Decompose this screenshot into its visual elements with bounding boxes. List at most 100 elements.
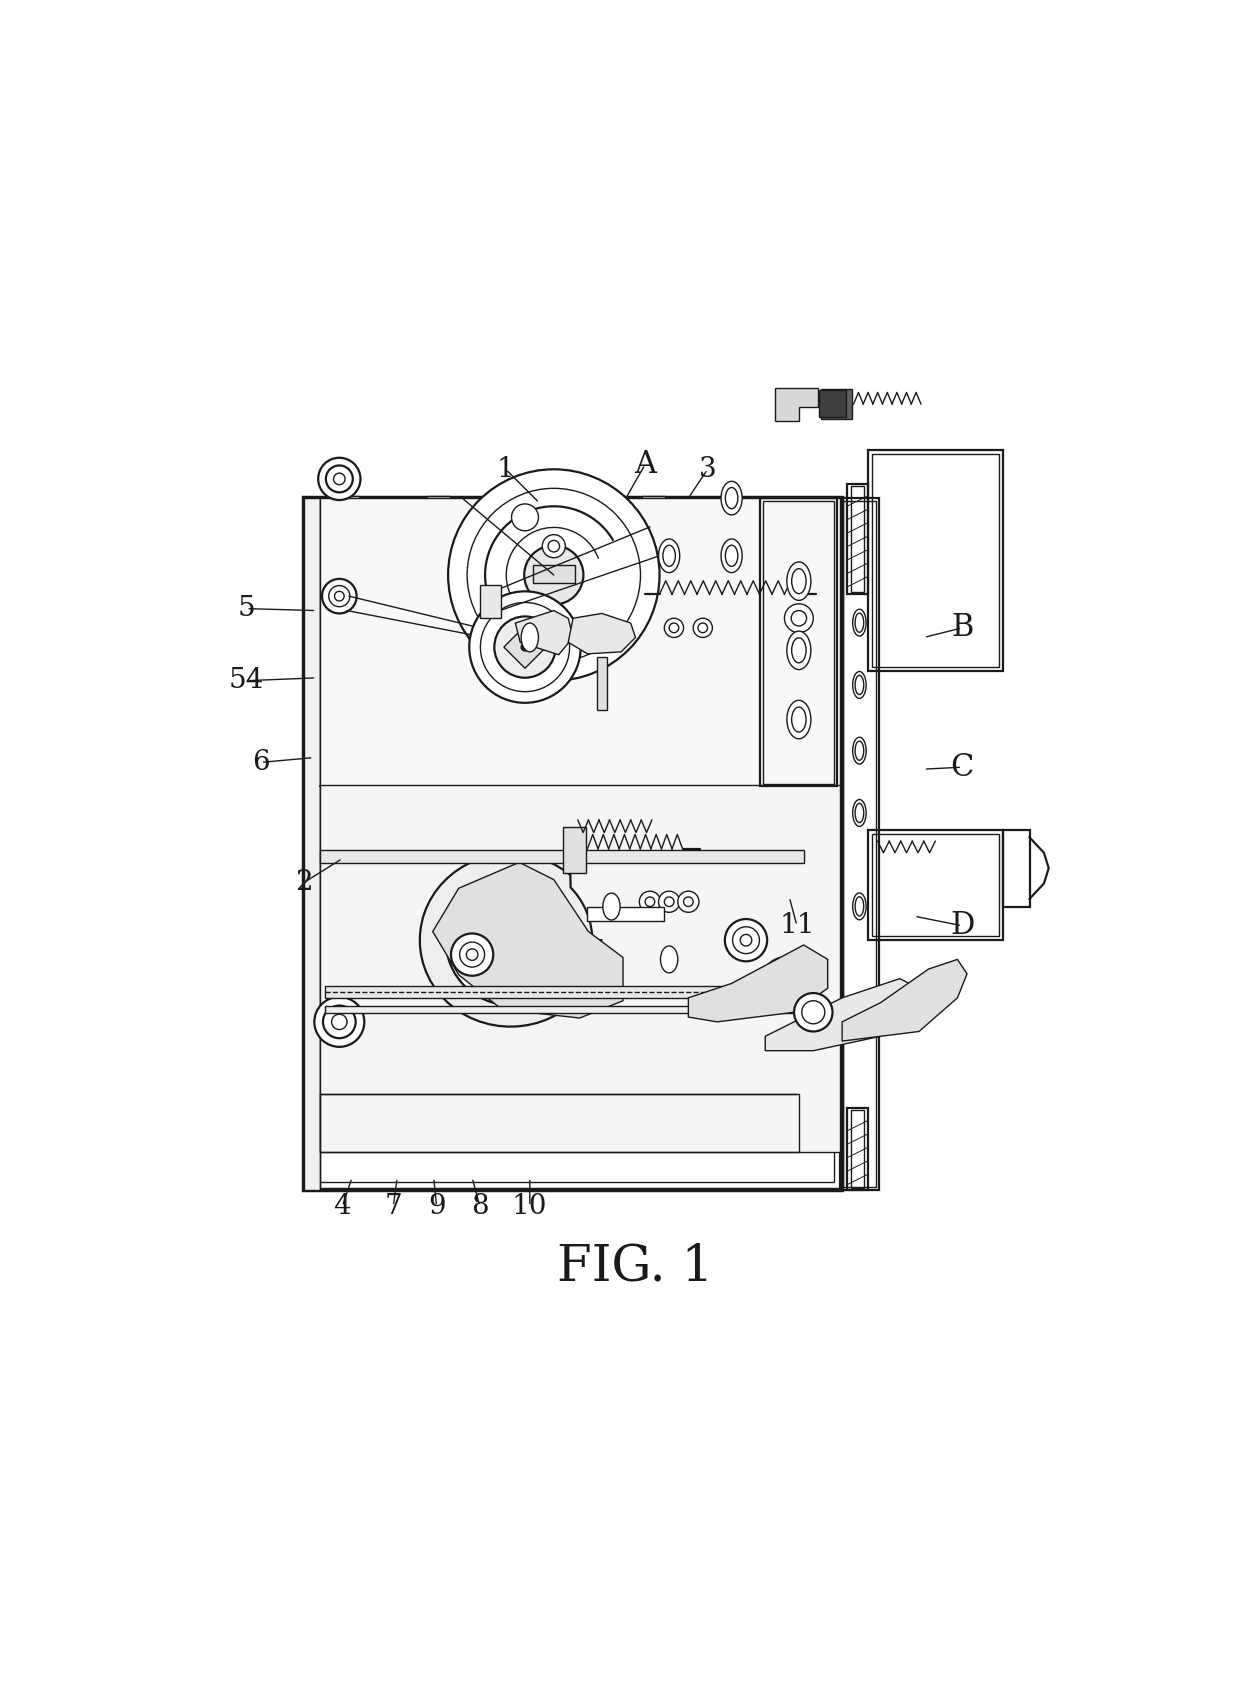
Bar bbox=[427, 496, 450, 507]
Circle shape bbox=[495, 617, 556, 678]
Bar bbox=[872, 454, 998, 668]
Circle shape bbox=[460, 942, 485, 967]
Ellipse shape bbox=[853, 609, 867, 636]
Text: 1: 1 bbox=[497, 456, 515, 483]
Circle shape bbox=[331, 1015, 347, 1030]
Circle shape bbox=[771, 966, 797, 993]
Ellipse shape bbox=[720, 481, 743, 515]
Circle shape bbox=[334, 473, 345, 484]
Circle shape bbox=[740, 935, 751, 945]
Circle shape bbox=[779, 972, 790, 984]
Bar bbox=[320, 850, 804, 864]
Bar bbox=[320, 1093, 799, 1151]
Circle shape bbox=[683, 898, 693, 906]
Bar bbox=[851, 486, 864, 592]
Circle shape bbox=[640, 891, 661, 913]
Bar bbox=[480, 585, 501, 619]
Ellipse shape bbox=[856, 675, 864, 695]
Bar bbox=[847, 1108, 868, 1190]
Bar bbox=[304, 498, 320, 1190]
Circle shape bbox=[480, 602, 569, 692]
Ellipse shape bbox=[791, 638, 806, 663]
Bar bbox=[588, 906, 665, 921]
Ellipse shape bbox=[661, 945, 678, 972]
Circle shape bbox=[645, 898, 655, 906]
Circle shape bbox=[678, 891, 699, 913]
Bar bbox=[764, 502, 835, 784]
Circle shape bbox=[521, 643, 528, 651]
Circle shape bbox=[448, 469, 660, 680]
Circle shape bbox=[512, 503, 538, 530]
Text: 8: 8 bbox=[471, 1193, 489, 1221]
Bar bbox=[872, 833, 998, 937]
Circle shape bbox=[467, 488, 641, 661]
Bar bbox=[868, 450, 1003, 672]
Text: 6: 6 bbox=[252, 750, 269, 775]
Ellipse shape bbox=[856, 614, 864, 632]
Circle shape bbox=[665, 898, 675, 906]
Circle shape bbox=[445, 876, 575, 1005]
Circle shape bbox=[466, 949, 477, 960]
Circle shape bbox=[469, 592, 580, 702]
Circle shape bbox=[481, 911, 501, 930]
Ellipse shape bbox=[725, 488, 738, 508]
Bar bbox=[642, 496, 666, 507]
Ellipse shape bbox=[663, 546, 676, 566]
Text: C: C bbox=[951, 751, 973, 782]
Bar bbox=[868, 830, 1003, 940]
Bar bbox=[325, 1005, 804, 1013]
Bar bbox=[336, 496, 358, 507]
Circle shape bbox=[794, 993, 832, 1032]
Bar bbox=[1003, 830, 1029, 906]
Text: 4: 4 bbox=[334, 1193, 351, 1221]
Ellipse shape bbox=[787, 631, 811, 670]
Bar bbox=[320, 498, 841, 787]
Ellipse shape bbox=[791, 570, 806, 593]
Circle shape bbox=[764, 957, 806, 1000]
Circle shape bbox=[319, 457, 361, 500]
Bar bbox=[320, 784, 841, 1151]
Ellipse shape bbox=[853, 799, 867, 826]
Ellipse shape bbox=[603, 892, 620, 920]
Circle shape bbox=[314, 996, 365, 1047]
Ellipse shape bbox=[856, 896, 864, 916]
Text: 3: 3 bbox=[699, 456, 717, 483]
Circle shape bbox=[322, 578, 357, 614]
Circle shape bbox=[791, 610, 806, 626]
Ellipse shape bbox=[787, 563, 811, 600]
Bar bbox=[760, 498, 837, 787]
Polygon shape bbox=[842, 959, 967, 1040]
Bar bbox=[843, 502, 875, 1187]
Bar bbox=[821, 389, 852, 420]
Bar bbox=[841, 498, 879, 1190]
Ellipse shape bbox=[856, 741, 864, 760]
Bar bbox=[311, 507, 835, 1183]
Circle shape bbox=[670, 624, 678, 632]
Polygon shape bbox=[596, 656, 606, 709]
Bar bbox=[533, 566, 575, 583]
Circle shape bbox=[658, 891, 680, 913]
Circle shape bbox=[693, 619, 712, 638]
Ellipse shape bbox=[720, 539, 743, 573]
Bar bbox=[820, 391, 846, 418]
Ellipse shape bbox=[853, 892, 867, 920]
Text: D: D bbox=[950, 910, 975, 942]
Polygon shape bbox=[503, 626, 546, 668]
Text: A: A bbox=[634, 449, 656, 479]
Circle shape bbox=[725, 920, 768, 960]
Polygon shape bbox=[765, 979, 919, 1051]
Text: 2: 2 bbox=[295, 869, 312, 896]
Text: 7: 7 bbox=[384, 1193, 402, 1221]
Circle shape bbox=[451, 933, 494, 976]
Circle shape bbox=[542, 534, 565, 558]
Polygon shape bbox=[688, 945, 828, 1022]
Circle shape bbox=[329, 585, 350, 607]
Ellipse shape bbox=[853, 738, 867, 763]
Text: B: B bbox=[951, 612, 973, 643]
Polygon shape bbox=[516, 610, 573, 654]
Ellipse shape bbox=[658, 539, 680, 573]
Circle shape bbox=[802, 1001, 825, 1023]
Ellipse shape bbox=[853, 672, 867, 699]
Bar bbox=[851, 1110, 864, 1188]
Ellipse shape bbox=[521, 624, 538, 651]
